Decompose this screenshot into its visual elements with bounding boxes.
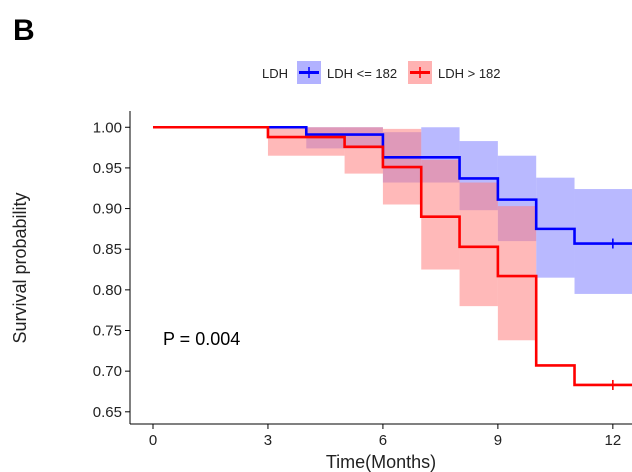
x-axis-title: Time(Months) (326, 452, 436, 472)
p-value-annotation: P = 0.004 (163, 329, 240, 349)
y-axis-title: Survival probability (10, 192, 30, 343)
y-tick-label-7: 1.00 (93, 119, 122, 136)
x-tick-label-0: 0 (149, 432, 157, 449)
ci-band-ldh-high-6 (497, 206, 537, 341)
x-tick-label-3: 3 (264, 432, 272, 449)
y-tick-label-2: 0.75 (93, 323, 122, 340)
survival-curves (152, 125, 632, 387)
y-tick-label-5: 0.90 (93, 201, 122, 218)
y-tick-label-1: 0.70 (93, 363, 122, 380)
x-axis-ticks: 0 3 6 9 12 (149, 424, 621, 449)
confidence-bands (267, 127, 632, 341)
ci-band-ldh-low-7 (574, 189, 632, 294)
axes: 0 3 6 9 12 0.65 0.70 0.75 0.80 0.85 0.90 0.95 1.00 (93, 111, 632, 449)
ci-band-ldh-high-5 (459, 182, 498, 307)
y-tick-label-4: 0.85 (93, 241, 122, 258)
survival-curve-ldh-low (152, 125, 632, 245)
legend: LDH LDH <= 182 LDH > 182 (262, 61, 501, 84)
ci-band-ldh-high-4 (421, 159, 460, 270)
panel-label: B (13, 14, 35, 47)
legend-label-ldh-high: LDH > 182 (438, 66, 501, 81)
y-axis-ticks: 0.65 0.70 0.75 0.80 0.85 0.90 0.95 1.00 (93, 119, 130, 421)
x-tick-label-12: 12 (604, 432, 621, 449)
y-tick-label-3: 0.80 (93, 282, 122, 299)
y-tick-label-0: 0.65 (93, 404, 122, 421)
legend-title: LDH (262, 66, 288, 81)
legend-label-ldh-low: LDH <= 182 (327, 66, 397, 81)
y-tick-label-6: 0.95 (93, 160, 122, 177)
x-tick-label-9: 9 (494, 432, 502, 449)
survival-curve-ldh-high (152, 125, 632, 387)
x-tick-label-6: 6 (379, 432, 387, 449)
